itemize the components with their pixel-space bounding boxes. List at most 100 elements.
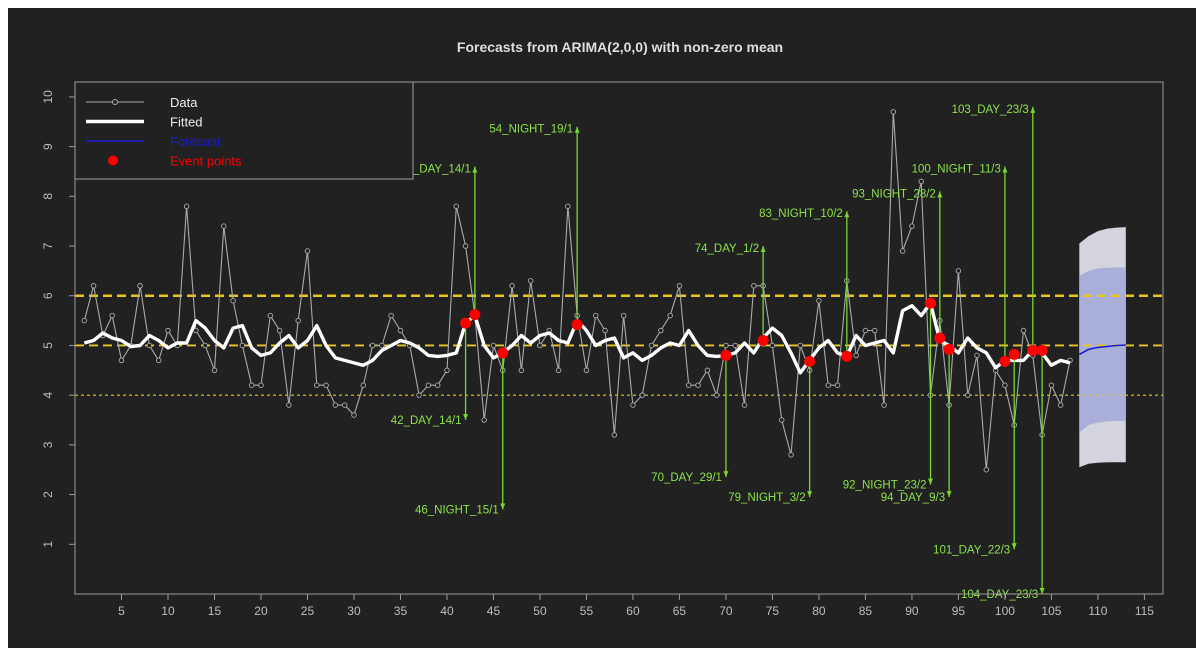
event-point bbox=[934, 332, 946, 344]
x-tick-label: 30 bbox=[347, 604, 361, 618]
data-point bbox=[304, 248, 311, 254]
event-label: 42_DAY_14/1 bbox=[391, 415, 462, 427]
data-point bbox=[462, 243, 469, 249]
x-tick-label: 60 bbox=[626, 604, 640, 618]
data-point bbox=[909, 223, 915, 229]
event-arrow-head bbox=[1039, 588, 1045, 594]
x-tick-label: 80 bbox=[812, 604, 826, 618]
legend-box bbox=[74, 81, 414, 180]
event-arrow-head bbox=[1030, 106, 1036, 113]
event-label: 92_NIGHT_23/2 bbox=[843, 480, 927, 492]
data-point bbox=[434, 382, 441, 388]
y-tick-label: 1 bbox=[41, 541, 55, 548]
data-point bbox=[537, 342, 543, 349]
x-tick-label: 10 bbox=[161, 604, 175, 618]
x-tick-label: 55 bbox=[580, 604, 594, 618]
event-point bbox=[1027, 344, 1039, 356]
data-point bbox=[146, 342, 153, 349]
event-arrow-head bbox=[928, 478, 934, 485]
x-tick-label: 75 bbox=[766, 604, 780, 618]
event-point bbox=[720, 349, 732, 361]
legend-label: Data bbox=[170, 95, 198, 110]
data-point bbox=[983, 466, 990, 473]
event-point bbox=[999, 355, 1011, 367]
event-label: 83_NIGHT_10/2 bbox=[759, 208, 843, 220]
data-point bbox=[862, 327, 869, 334]
event-arrow-head bbox=[574, 126, 580, 133]
data-point bbox=[165, 327, 171, 334]
event-label: 94_DAY_9/3 bbox=[881, 492, 945, 504]
data-point bbox=[341, 402, 348, 408]
data-point bbox=[137, 283, 143, 289]
data-point bbox=[741, 402, 748, 408]
event-annotations: 42_DAY_14/1 43_DAY_14/1 46_NIGHT_15/1 54_NI… bbox=[391, 104, 1048, 601]
data-point bbox=[295, 317, 301, 324]
data-point bbox=[816, 297, 822, 304]
data-point bbox=[276, 327, 283, 334]
data-point bbox=[788, 452, 794, 458]
data-point bbox=[425, 382, 432, 388]
reference-lines bbox=[75, 294, 1163, 396]
x-tick-label: 85 bbox=[859, 604, 873, 618]
y-axis: 1 2 3 4 5 6 7 8 9 10 bbox=[41, 90, 76, 548]
plot-frame: Forecasts from ARIMA(2,0,0) with non-zer… bbox=[8, 8, 1196, 648]
data-point bbox=[704, 367, 711, 374]
event-arrow-head bbox=[946, 491, 952, 498]
forecast-chart: Forecasts from ARIMA(2,0,0) with non-zer… bbox=[41, 39, 1164, 618]
data-point bbox=[648, 342, 655, 349]
data-point bbox=[778, 417, 785, 423]
event-label: 104_DAY_23/3 bbox=[961, 589, 1038, 601]
event-label: 79_NIGHT_3/2 bbox=[728, 492, 805, 504]
x-tick-label: 50 bbox=[533, 604, 547, 618]
data-point bbox=[202, 342, 208, 349]
event-arrow-head bbox=[807, 491, 813, 498]
data-point bbox=[527, 278, 534, 284]
data-point bbox=[658, 327, 664, 334]
data-point bbox=[109, 312, 115, 319]
y-tick-label: 9 bbox=[41, 143, 55, 150]
data-point bbox=[974, 352, 980, 359]
event-arrow-head bbox=[1002, 166, 1008, 173]
legend: Data Fitted Forecast Event points bbox=[74, 81, 414, 180]
event-point bbox=[469, 309, 481, 321]
data-point bbox=[248, 382, 255, 388]
x-tick-label: 95 bbox=[952, 604, 966, 618]
forecast-line bbox=[1078, 344, 1126, 356]
data-point bbox=[1057, 402, 1064, 408]
x-tick-label: 115 bbox=[1135, 604, 1154, 618]
data-point bbox=[713, 392, 720, 398]
event-arrow-head bbox=[472, 166, 478, 173]
x-tick-label: 15 bbox=[208, 604, 222, 618]
event-point bbox=[943, 343, 955, 355]
data-point bbox=[620, 312, 627, 319]
y-tick-label: 4 bbox=[41, 392, 55, 399]
data-point bbox=[416, 392, 422, 398]
data-point bbox=[481, 417, 487, 423]
data-point bbox=[518, 367, 525, 374]
x-tick-label: 90 bbox=[905, 604, 919, 618]
x-tick-label: 25 bbox=[301, 604, 315, 618]
legend-label: Forecast bbox=[170, 134, 221, 149]
legend-label: Fitted bbox=[170, 115, 203, 130]
data-point bbox=[286, 402, 292, 408]
x-tick-label: 35 bbox=[394, 604, 408, 618]
y-tick-label: 10 bbox=[41, 90, 55, 104]
data-point bbox=[751, 283, 757, 289]
data-point bbox=[360, 382, 367, 388]
y-tick-label: 7 bbox=[41, 242, 55, 249]
event-label: 103_DAY_23/3 bbox=[952, 104, 1029, 116]
data-point bbox=[834, 382, 841, 388]
data-point bbox=[899, 248, 906, 254]
data-point bbox=[388, 312, 394, 319]
y-tick-label: 2 bbox=[41, 491, 55, 498]
x-tick-label: 45 bbox=[487, 604, 501, 618]
data-point bbox=[369, 342, 376, 349]
data-point bbox=[639, 392, 645, 398]
event-arrow-head bbox=[463, 414, 469, 421]
chart-title: Forecasts from ARIMA(2,0,0) with non-zer… bbox=[457, 39, 783, 55]
interval-80-band bbox=[1079, 267, 1126, 433]
x-tick-label: 100 bbox=[995, 604, 1015, 618]
data-point bbox=[379, 342, 385, 349]
data-point bbox=[555, 367, 562, 374]
data-point bbox=[797, 342, 804, 349]
